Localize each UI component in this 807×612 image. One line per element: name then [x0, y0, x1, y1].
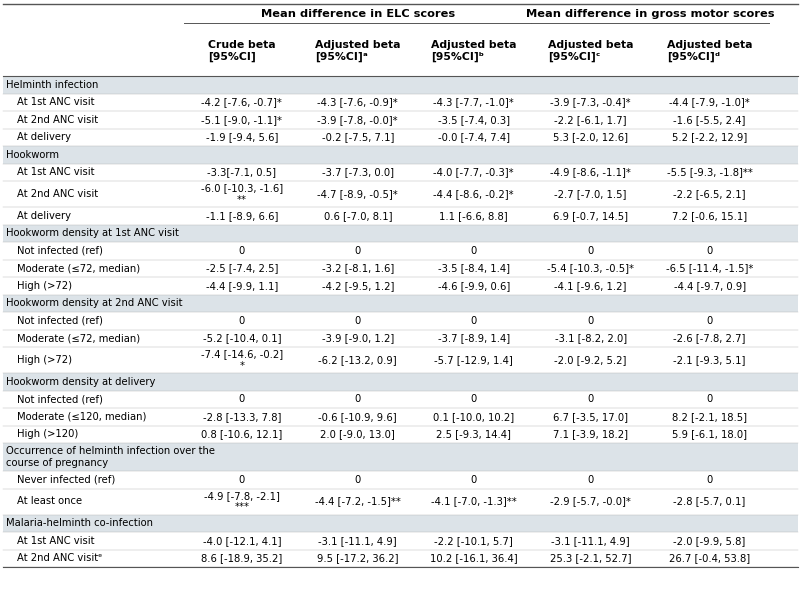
Bar: [3, 76, 798, 94]
Text: 0: 0: [470, 246, 477, 256]
Bar: [3, 347, 798, 373]
Bar: [3, 408, 798, 425]
Text: 7.1 [-3.9, 18.2]: 7.1 [-3.9, 18.2]: [553, 429, 628, 439]
Text: -4.1 [-7.0, -1.3]**: -4.1 [-7.0, -1.3]**: [431, 496, 516, 507]
Text: 2.0 [-9.0, 13.0]: 2.0 [-9.0, 13.0]: [320, 429, 395, 439]
Text: Mean difference in gross motor scores: Mean difference in gross motor scores: [526, 9, 775, 19]
Bar: [3, 242, 798, 259]
Text: 7.2 [-0.6, 15.1]: 7.2 [-0.6, 15.1]: [672, 211, 747, 221]
Text: Adjusted beta
[95%CI]ᵇ: Adjusted beta [95%CI]ᵇ: [431, 40, 516, 62]
Text: At delivery: At delivery: [17, 211, 71, 221]
Text: Moderate (≤120, median): Moderate (≤120, median): [17, 412, 146, 422]
Text: High (>120): High (>120): [17, 429, 78, 439]
Text: -2.1 [-9.3, 5.1]: -2.1 [-9.3, 5.1]: [673, 355, 746, 365]
Text: Adjusted beta
[95%CI]ᵃ: Adjusted beta [95%CI]ᵃ: [315, 40, 400, 62]
Text: -0.6 [-10.9, 9.6]: -0.6 [-10.9, 9.6]: [319, 412, 397, 422]
Text: -4.2 [-7.6, -0.7]*: -4.2 [-7.6, -0.7]*: [202, 97, 282, 107]
Text: -0.2 [-7.5, 7.1]: -0.2 [-7.5, 7.1]: [321, 132, 394, 142]
Text: -5.2 [-10.4, 0.1]: -5.2 [-10.4, 0.1]: [203, 334, 281, 343]
Text: High (>72): High (>72): [17, 355, 72, 365]
Bar: [3, 146, 798, 163]
Text: -3.1 [-11.1, 4.9]: -3.1 [-11.1, 4.9]: [319, 536, 397, 546]
Text: -2.6 [-7.8, 2.7]: -2.6 [-7.8, 2.7]: [673, 334, 746, 343]
Bar: [3, 515, 798, 532]
Text: At 1st ANC visit: At 1st ANC visit: [17, 536, 94, 546]
Text: -3.7 [-8.9, 1.4]: -3.7 [-8.9, 1.4]: [437, 334, 510, 343]
Text: -2.0 [-9.2, 5.2]: -2.0 [-9.2, 5.2]: [554, 355, 627, 365]
Text: 0: 0: [239, 316, 245, 326]
Bar: [3, 294, 798, 312]
Text: 9.5 [-17.2, 36.2]: 9.5 [-17.2, 36.2]: [317, 553, 399, 563]
Bar: [3, 471, 798, 488]
Bar: [3, 129, 798, 146]
Text: -4.0 [-12.1, 4.1]: -4.0 [-12.1, 4.1]: [203, 536, 281, 546]
Text: -2.5 [-7.4, 2.5]: -2.5 [-7.4, 2.5]: [206, 263, 278, 273]
Text: 0: 0: [470, 475, 477, 485]
Bar: [3, 550, 798, 567]
Text: 5.9 [-6.1, 18.0]: 5.9 [-6.1, 18.0]: [672, 429, 747, 439]
Text: Malaria-helminth co-infection: Malaria-helminth co-infection: [6, 518, 153, 528]
Bar: [3, 4, 798, 26]
Text: 8.6 [-18.9, 35.2]: 8.6 [-18.9, 35.2]: [201, 553, 282, 563]
Text: Hookworm density at 1st ANC visit: Hookworm density at 1st ANC visit: [6, 228, 179, 238]
Text: At 2nd ANC visitᵉ: At 2nd ANC visitᵉ: [17, 553, 102, 563]
Text: 2.5 [-9.3, 14.4]: 2.5 [-9.3, 14.4]: [437, 429, 511, 439]
Text: 6.9 [-0.7, 14.5]: 6.9 [-0.7, 14.5]: [553, 211, 628, 221]
Text: Never infected (ref): Never infected (ref): [17, 475, 115, 485]
Text: Crude beta
[95%CI]: Crude beta [95%CI]: [208, 40, 276, 62]
Text: -4.9 [-7.8, -2.1]
***: -4.9 [-7.8, -2.1] ***: [204, 491, 280, 512]
Text: -1.9 [-9.4, 5.6]: -1.9 [-9.4, 5.6]: [206, 132, 278, 142]
Text: -3.9 [-9.0, 1.2]: -3.9 [-9.0, 1.2]: [322, 334, 394, 343]
Bar: [3, 532, 798, 550]
Bar: [3, 390, 798, 408]
Text: 1.1 [-6.6, 8.8]: 1.1 [-6.6, 8.8]: [439, 211, 508, 221]
Text: At 1st ANC visit: At 1st ANC visit: [17, 167, 94, 177]
Text: -3.9 [-7.8, -0.0]*: -3.9 [-7.8, -0.0]*: [317, 115, 398, 125]
Text: 6.7 [-3.5, 17.0]: 6.7 [-3.5, 17.0]: [553, 412, 628, 422]
Text: 0: 0: [354, 394, 361, 405]
Text: -3.5 [-7.4, 0.3]: -3.5 [-7.4, 0.3]: [437, 115, 510, 125]
Text: 0: 0: [470, 394, 477, 405]
Text: -0.0 [-7.4, 7.4]: -0.0 [-7.4, 7.4]: [437, 132, 510, 142]
Text: 5.3 [-2.0, 12.6]: 5.3 [-2.0, 12.6]: [553, 132, 628, 142]
Text: -3.2 [-8.1, 1.6]: -3.2 [-8.1, 1.6]: [322, 263, 394, 273]
Bar: [3, 312, 798, 329]
Bar: [3, 329, 798, 347]
Text: -4.4 [-9.7, 0.9]: -4.4 [-9.7, 0.9]: [674, 281, 746, 291]
Text: 0: 0: [354, 475, 361, 485]
Text: -5.7 [-12.9, 1.4]: -5.7 [-12.9, 1.4]: [434, 355, 513, 365]
Text: -4.0 [-7.7, -0.3]*: -4.0 [-7.7, -0.3]*: [433, 167, 514, 177]
Text: Helminth infection: Helminth infection: [6, 80, 98, 90]
Text: 25.3 [-2.1, 52.7]: 25.3 [-2.1, 52.7]: [550, 553, 631, 563]
Bar: [3, 111, 798, 129]
Text: Hookworm: Hookworm: [6, 150, 59, 160]
Text: 0: 0: [470, 316, 477, 326]
Text: -7.4 [-14.6, -0.2]
*: -7.4 [-14.6, -0.2] *: [201, 349, 283, 371]
Bar: [3, 277, 798, 294]
Text: -2.0 [-9.9, 5.8]: -2.0 [-9.9, 5.8]: [674, 536, 746, 546]
Text: 0: 0: [587, 475, 594, 485]
Bar: [3, 26, 798, 76]
Text: Adjusted beta
[95%CI]ᶜ: Adjusted beta [95%CI]ᶜ: [548, 40, 633, 62]
Text: -1.6 [-5.5, 2.4]: -1.6 [-5.5, 2.4]: [673, 115, 746, 125]
Text: 5.2 [-2.2, 12.9]: 5.2 [-2.2, 12.9]: [672, 132, 747, 142]
Text: -6.0 [-10.3, -1.6]
**: -6.0 [-10.3, -1.6] **: [201, 183, 283, 205]
Text: -4.3 [-7.6, -0.9]*: -4.3 [-7.6, -0.9]*: [317, 97, 398, 107]
Text: 0: 0: [239, 246, 245, 256]
Text: 0.6 [-7.0, 8.1]: 0.6 [-7.0, 8.1]: [324, 211, 392, 221]
Text: Moderate (≤72, median): Moderate (≤72, median): [17, 334, 140, 343]
Text: -3.7 [-7.3, 0.0]: -3.7 [-7.3, 0.0]: [322, 167, 394, 177]
Text: -3.5 [-8.4, 1.4]: -3.5 [-8.4, 1.4]: [437, 263, 510, 273]
Text: -3.1 [-11.1, 4.9]: -3.1 [-11.1, 4.9]: [551, 536, 630, 546]
Text: 0: 0: [354, 316, 361, 326]
Text: -2.2 [-10.1, 5.7]: -2.2 [-10.1, 5.7]: [434, 536, 513, 546]
Text: 0.8 [-10.6, 12.1]: 0.8 [-10.6, 12.1]: [201, 429, 282, 439]
Text: 0: 0: [706, 316, 713, 326]
Text: Occurrence of helminth infection over the
course of pregnancy: Occurrence of helminth infection over th…: [6, 446, 215, 468]
Bar: [3, 163, 798, 181]
Text: 0: 0: [706, 246, 713, 256]
Text: -4.6 [-9.9, 0.6]: -4.6 [-9.9, 0.6]: [437, 281, 510, 291]
Text: -1.1 [-8.9, 6.6]: -1.1 [-8.9, 6.6]: [206, 211, 278, 221]
Text: -2.9 [-5.7, -0.0]*: -2.9 [-5.7, -0.0]*: [550, 496, 631, 507]
Text: 0: 0: [706, 394, 713, 405]
